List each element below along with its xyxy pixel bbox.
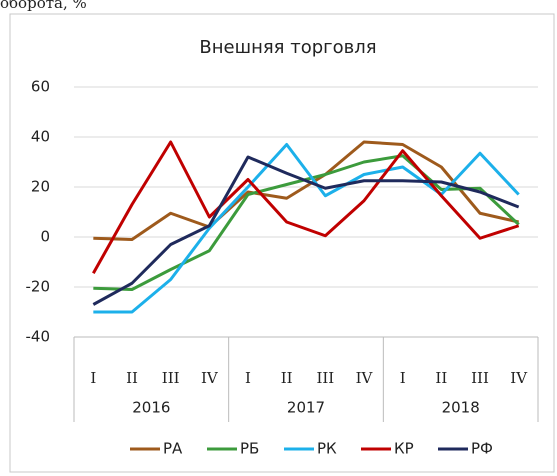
x-tick-label: II [435, 369, 447, 387]
y-tick-label: -20 [26, 278, 51, 296]
x-tick-label: III [471, 369, 489, 387]
x-tick-label: I [400, 369, 406, 387]
chart-title: Внешняя торговля [199, 37, 376, 58]
x-group-label: 2017 [287, 399, 325, 417]
y-tick-label: 60 [31, 78, 50, 96]
x-tick-label: II [126, 369, 138, 387]
x-tick-label: I [245, 369, 251, 387]
y-tick-label: 20 [31, 178, 50, 196]
series-line [92, 155, 520, 306]
x-group-label: 2018 [442, 399, 480, 417]
x-tick-label: I [90, 369, 96, 387]
chart-border [9, 13, 555, 473]
y-tick-label: -40 [26, 328, 51, 346]
series-line [93, 140, 519, 241]
legend-label: КР [394, 440, 414, 458]
x-tick-label: II [281, 369, 293, 387]
legend-label: РФ [471, 440, 493, 458]
legend-label: РА [163, 440, 183, 458]
y-tick-label: 40 [31, 128, 50, 146]
x-tick-label: IV [510, 369, 528, 387]
x-tick-label: IV [356, 369, 374, 387]
x-tick-label: III [162, 369, 180, 387]
series-line [92, 140, 520, 274]
x-tick-label: IV [201, 369, 219, 387]
x-group-label: 2016 [132, 399, 170, 417]
caption: оборота, % [0, 0, 87, 12]
y-tick-label: 0 [40, 228, 50, 246]
legend-label: РК [317, 440, 337, 458]
legend-label: РБ [240, 440, 259, 458]
series-line [93, 143, 520, 314]
x-tick-label: III [316, 369, 334, 387]
